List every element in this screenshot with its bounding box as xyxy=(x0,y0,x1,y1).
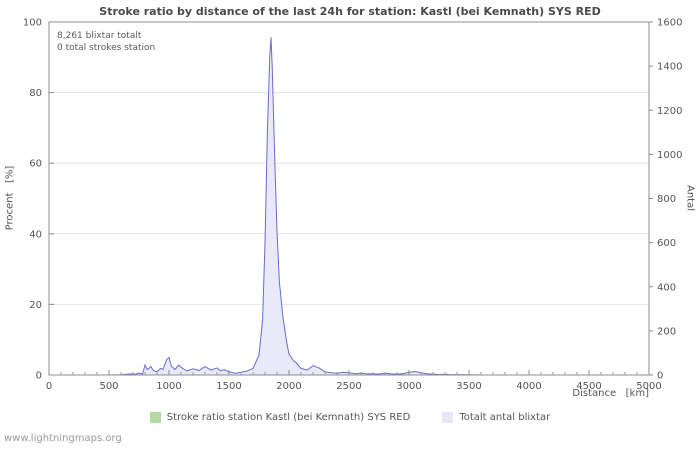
svg-text:1500: 1500 xyxy=(216,381,241,392)
svg-text:3000: 3000 xyxy=(396,381,421,392)
chart-title: Stroke ratio by distance of the last 24h… xyxy=(99,5,601,18)
svg-text:0: 0 xyxy=(46,381,52,392)
svg-text:400: 400 xyxy=(657,282,676,293)
svg-text:60: 60 xyxy=(29,159,42,170)
svg-text:3500: 3500 xyxy=(456,381,481,392)
svg-text:1600: 1600 xyxy=(657,18,682,29)
annotation-station-strokes: 0 total strokes station xyxy=(57,43,156,53)
svg-text:80: 80 xyxy=(29,88,42,99)
svg-text:200: 200 xyxy=(657,326,676,337)
y-axis-right-label: Antal xyxy=(684,184,696,212)
svg-text:0: 0 xyxy=(36,371,42,382)
legend-item-station-ratio: Stroke ratio station Kastl (bei Kemnath)… xyxy=(149,412,411,423)
legend-item-total-strokes: Totalt antal blixtar xyxy=(442,412,550,423)
chart-legend: Stroke ratio station Kastl (bei Kemnath)… xyxy=(0,412,700,423)
legend-swatch-station-ratio xyxy=(149,412,161,423)
svg-text:1000: 1000 xyxy=(657,150,682,161)
x-axis-label: Distance [km] xyxy=(572,388,649,399)
y-axis-left-label: Procent [%] xyxy=(4,165,16,231)
svg-text:20: 20 xyxy=(29,300,42,311)
svg-text:2000: 2000 xyxy=(276,381,301,392)
chart-annotation: 8,261 blixtar totalt 0 total strokes sta… xyxy=(57,30,155,54)
svg-text:1000: 1000 xyxy=(156,381,181,392)
svg-text:40: 40 xyxy=(29,229,42,240)
svg-text:4000: 4000 xyxy=(516,381,541,392)
svg-text:2500: 2500 xyxy=(336,381,361,392)
legend-swatch-total-strokes xyxy=(442,412,454,423)
svg-text:100: 100 xyxy=(23,18,42,29)
legend-label-station-ratio: Stroke ratio station Kastl (bei Kemnath)… xyxy=(166,412,411,423)
svg-text:5000: 5000 xyxy=(636,381,661,392)
svg-text:800: 800 xyxy=(657,194,676,205)
svg-text:600: 600 xyxy=(657,238,676,249)
svg-text:0: 0 xyxy=(657,371,663,382)
svg-text:1400: 1400 xyxy=(657,62,682,73)
svg-text:1200: 1200 xyxy=(657,106,682,117)
svg-text:500: 500 xyxy=(99,381,118,392)
watermark-text: www.lightningmaps.org xyxy=(4,433,122,444)
legend-label-total-strokes: Totalt antal blixtar xyxy=(459,412,551,423)
annotation-total-strokes: 8,261 blixtar totalt xyxy=(57,31,142,41)
svg-text:4500: 4500 xyxy=(576,381,601,392)
